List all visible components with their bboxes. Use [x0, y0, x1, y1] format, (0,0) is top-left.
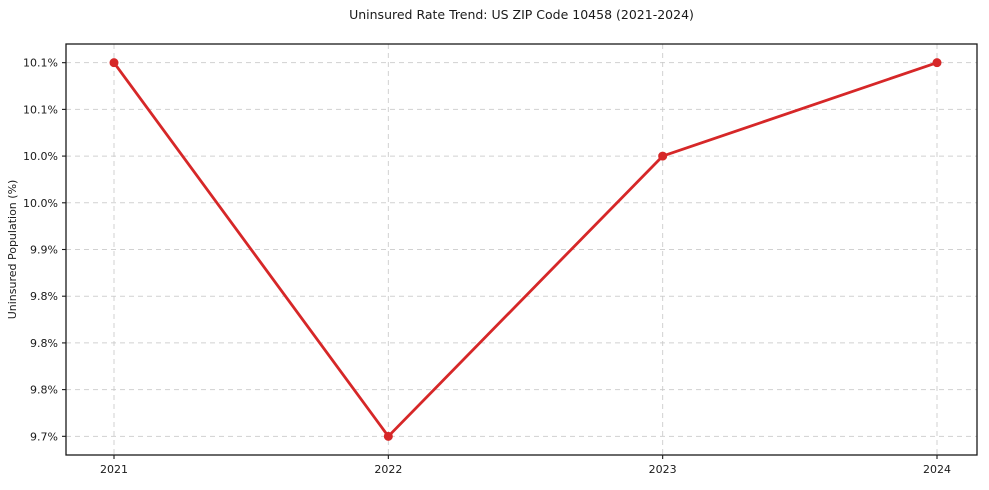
x-tick-label: 2024: [923, 463, 951, 476]
gridlines: [66, 44, 977, 455]
x-tick-label: 2021: [100, 463, 128, 476]
y-tick-label: 9.8%: [30, 384, 58, 397]
data-point-2024: [932, 58, 942, 68]
y-tick-label: 10.1%: [23, 57, 58, 70]
x-tick-label: 2022: [374, 463, 402, 476]
y-tick-label: 10.0%: [23, 197, 58, 210]
tick-labels: 2021 2022 2023 2024 10.1% 10.1% 10.0% 10.0% 9.9%…: [23, 57, 951, 476]
axis-ticks: [62, 62, 938, 459]
y-tick-label: 9.8%: [30, 337, 58, 350]
y-tick-label: 10.1%: [23, 103, 58, 116]
data-point-2022: [383, 431, 393, 441]
y-tick-label: 9.8%: [30, 290, 58, 303]
trend-line: [112, 61, 939, 438]
x-tick-label: 2023: [649, 463, 677, 476]
chart-title: Uninsured Rate Trend: US ZIP Code 10458 …: [349, 7, 694, 22]
data-point-2023: [658, 151, 668, 161]
y-axis-label: Uninsured Population (%): [6, 180, 19, 320]
plot-border: [65, 43, 978, 456]
y-tick-label: 9.9%: [30, 244, 58, 257]
data-point-2021: [109, 58, 119, 68]
y-tick-label: 10.0%: [23, 150, 58, 163]
data-series: [109, 58, 942, 441]
y-tick-label: 9.7%: [30, 430, 58, 443]
